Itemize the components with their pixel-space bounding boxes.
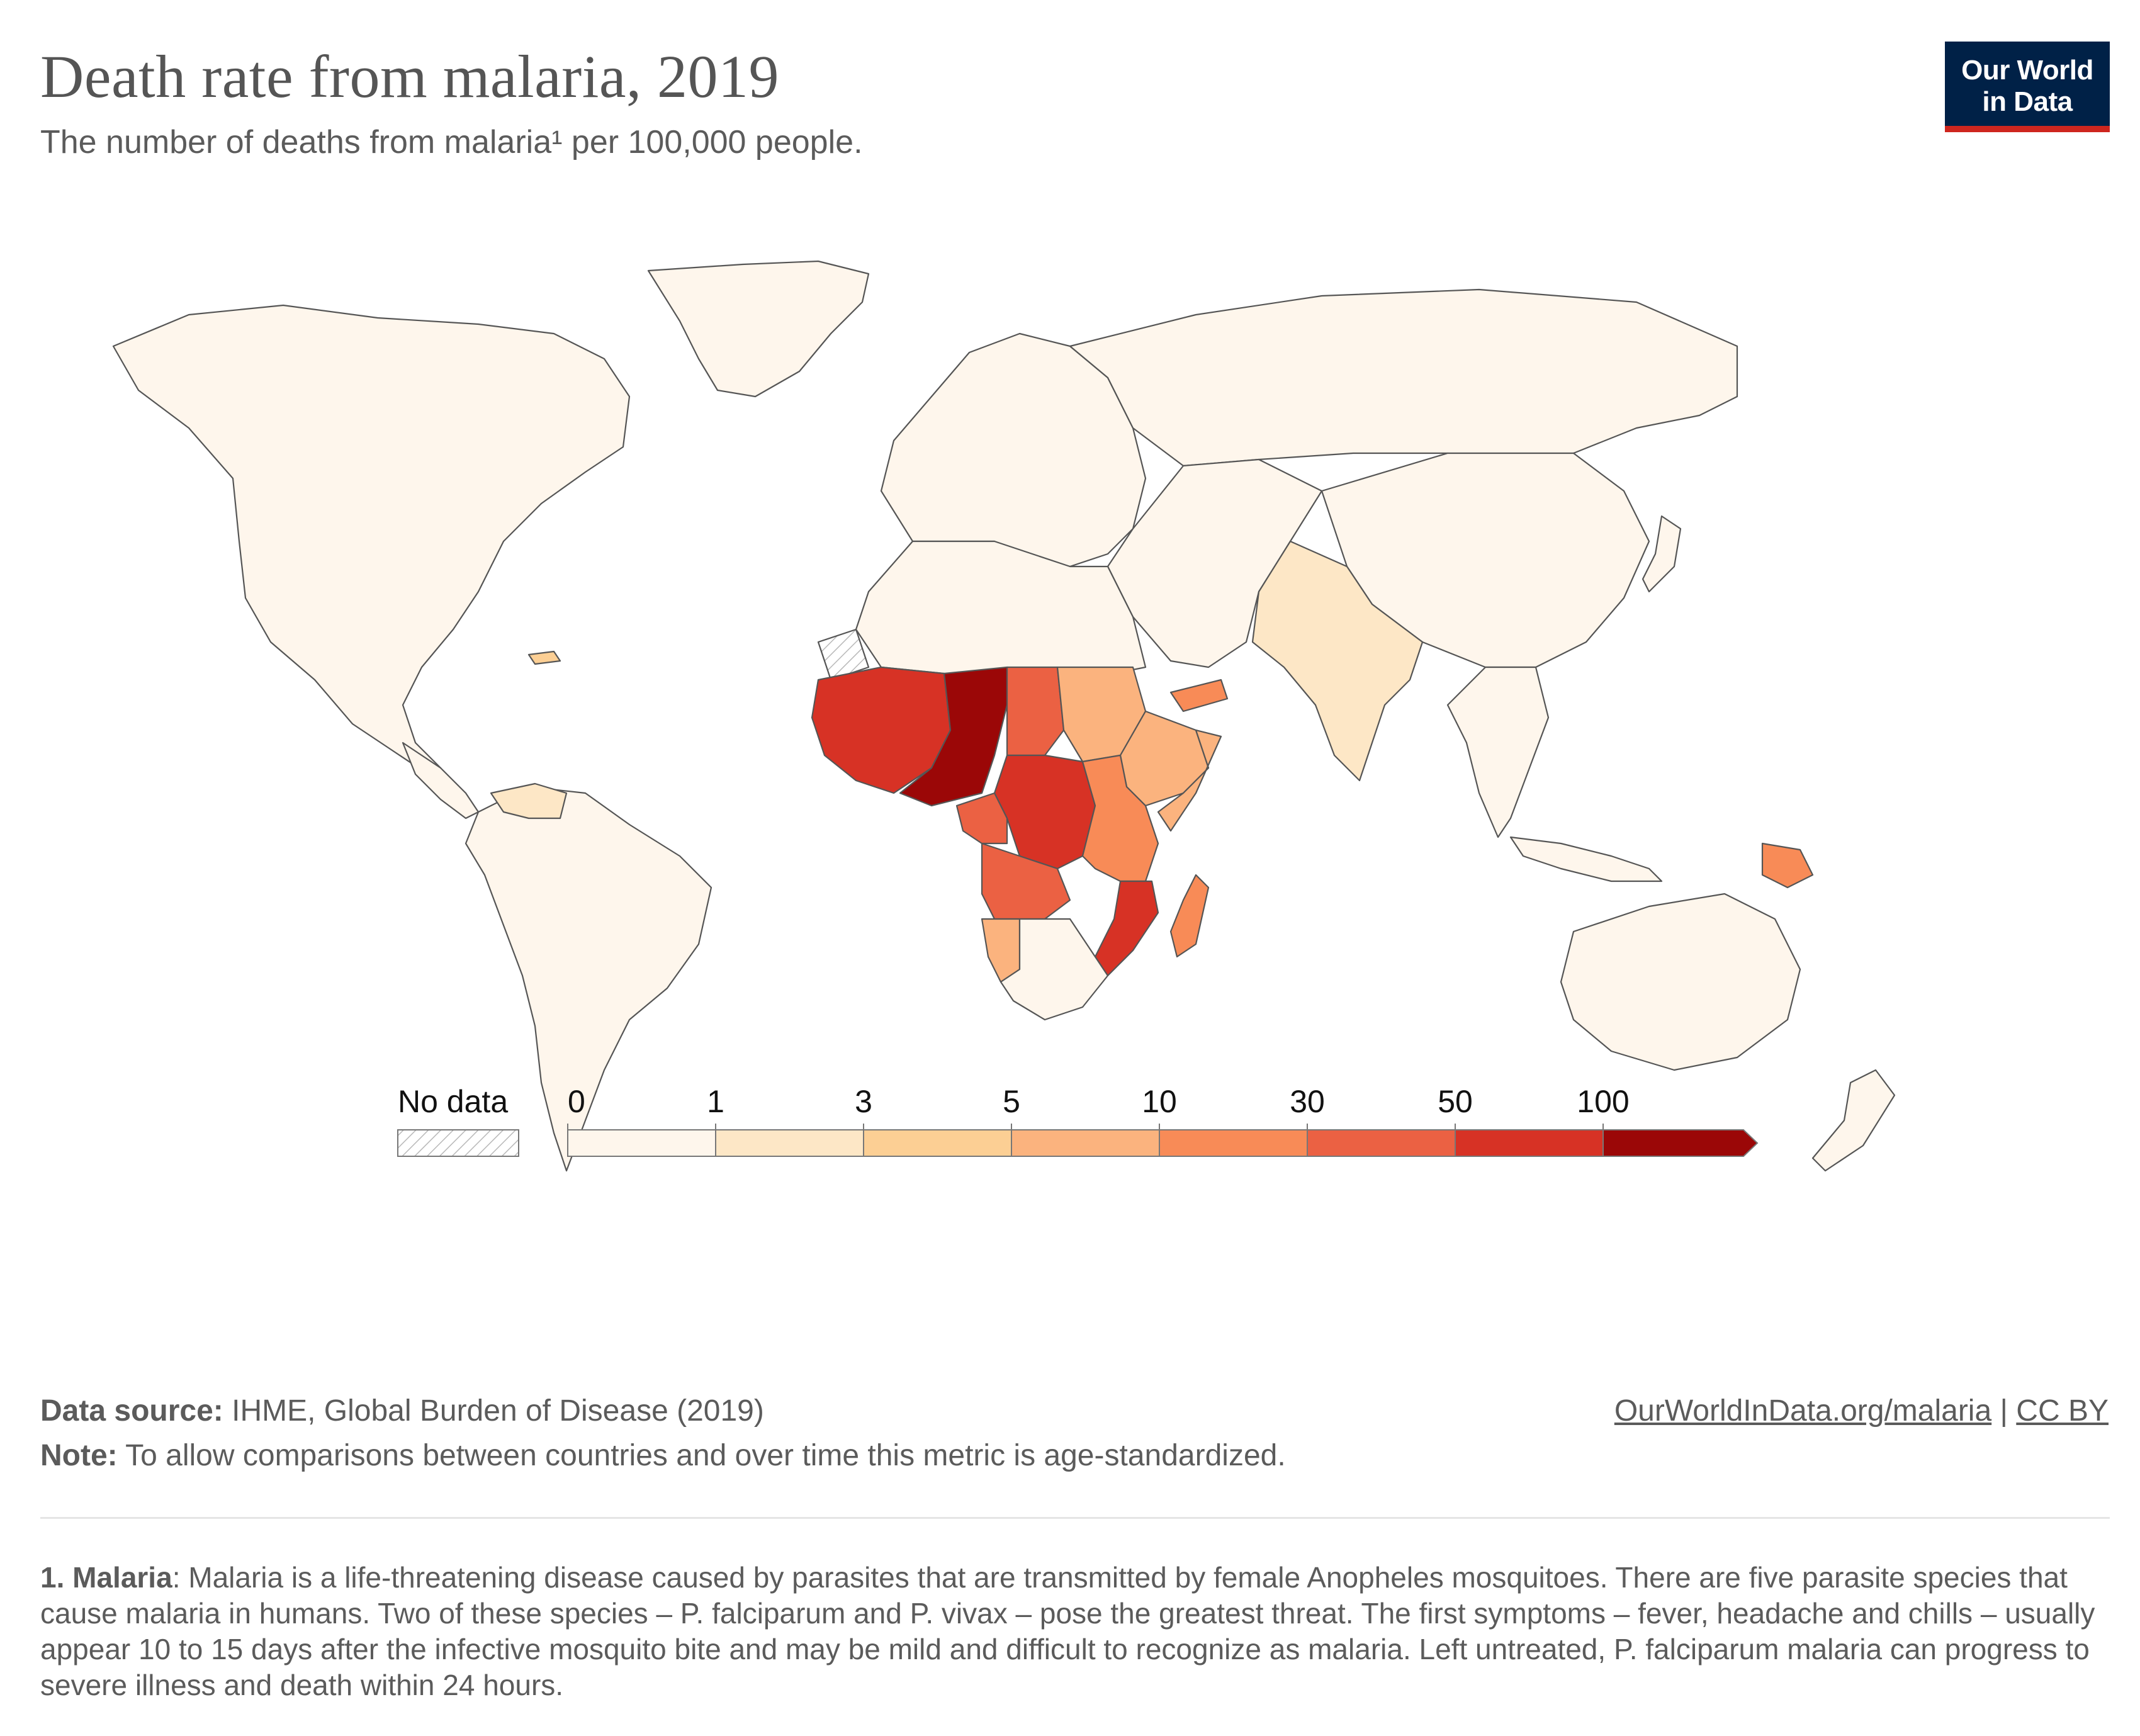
region-haiti[interactable] (527, 650, 561, 665)
note-text: To allow comparisons between countries a… (117, 1439, 1286, 1472)
legend-no-data-label: No data (398, 1084, 508, 1119)
footnote-text: : Malaria is a life-threatening disease … (40, 1561, 2095, 1701)
source-url-link[interactable]: OurWorldInData.org/malaria (1614, 1394, 1992, 1428)
logo-line-1: Our World (1961, 55, 2093, 86)
legend-label-3: 3 (855, 1084, 872, 1119)
region-new-zealand[interactable] (1811, 1069, 1896, 1172)
region-gabon-congo[interactable] (955, 792, 1008, 845)
region-japan[interactable] (1642, 515, 1682, 593)
footer-separator: | (1991, 1394, 2017, 1428)
footer-links: OurWorldInData.org/malaria | CC BY (1614, 1394, 2109, 1428)
legend-swatch-30 (1307, 1129, 1456, 1157)
color-legend: No data 0 1 3 5 10 30 50 100 (397, 1084, 1759, 1157)
region-mozambique[interactable] (1094, 880, 1159, 977)
legend-label-10: 10 (1142, 1084, 1177, 1119)
legend-label-0: 0 (568, 1084, 585, 1119)
note: Note: To allow comparisons between count… (40, 1438, 1286, 1473)
legend-label-30: 30 (1290, 1084, 1325, 1119)
footnote: 1. Malaria: Malaria is a life-threatenin… (40, 1560, 2111, 1703)
footnote-label: 1. Malaria (40, 1561, 172, 1594)
legend-swatch-3 (863, 1129, 1012, 1157)
region-southern-africa[interactable] (1000, 918, 1109, 1021)
region-russia[interactable] (1069, 288, 1738, 467)
region-indonesia[interactable] (1509, 836, 1663, 882)
region-venezuela[interactable] (490, 782, 568, 820)
footer-divider (40, 1517, 2110, 1519)
chart-subtitle: The number of deaths from malaria¹ per 1… (40, 124, 863, 161)
region-madagascar[interactable] (1169, 874, 1210, 958)
region-north-america[interactable] (112, 304, 631, 775)
legend-label-50: 50 (1438, 1084, 1473, 1119)
legend-swatch-1 (715, 1129, 864, 1157)
region-southeast-asia[interactable] (1446, 666, 1550, 838)
region-yemen[interactable] (1169, 679, 1229, 713)
legend-label-1: 1 (707, 1084, 724, 1119)
note-label: Note: (40, 1439, 118, 1472)
data-source: Data source: IHME, Global Burden of Dise… (40, 1394, 764, 1428)
data-source-text: IHME, Global Burden of Disease (2019) (223, 1394, 764, 1428)
legend-label-100: 100 (1577, 1084, 1629, 1119)
region-drc[interactable] (993, 754, 1096, 870)
region-india[interactable] (1251, 540, 1424, 782)
region-somalia[interactable] (1157, 729, 1222, 832)
region-west-africa-coast[interactable] (811, 666, 952, 794)
region-south-america[interactable] (465, 786, 712, 1172)
region-greenland[interactable] (647, 260, 870, 398)
region-papua-new-guinea[interactable] (1761, 842, 1814, 889)
legend-no-data-swatch (397, 1129, 519, 1157)
license-link[interactable]: CC BY (2016, 1394, 2109, 1428)
owid-logo[interactable]: Our World in Data (1945, 42, 2110, 132)
legend-swatch-0 (567, 1129, 716, 1157)
data-source-label: Data source: (40, 1394, 223, 1428)
chart-title: Death rate from malaria, 2019 (40, 43, 779, 110)
world-map[interactable]: No data 0 1 3 5 10 30 50 100 (0, 189, 2140, 1209)
region-central-america[interactable] (402, 741, 480, 820)
region-western-sahara[interactable] (817, 628, 870, 681)
legend-swatch-50 (1455, 1129, 1604, 1157)
region-chad[interactable] (1006, 666, 1065, 757)
region-north-africa[interactable] (855, 540, 1147, 687)
logo-line-2: in Data (1982, 86, 2073, 117)
legend-swatch-100 (1602, 1129, 1759, 1157)
legend-swatch-5 (1011, 1129, 1160, 1157)
region-angola[interactable] (981, 842, 1071, 920)
region-australia[interactable] (1560, 893, 1801, 1071)
legend-label-5: 5 (1003, 1084, 1020, 1119)
legend-swatch-10 (1159, 1129, 1308, 1157)
